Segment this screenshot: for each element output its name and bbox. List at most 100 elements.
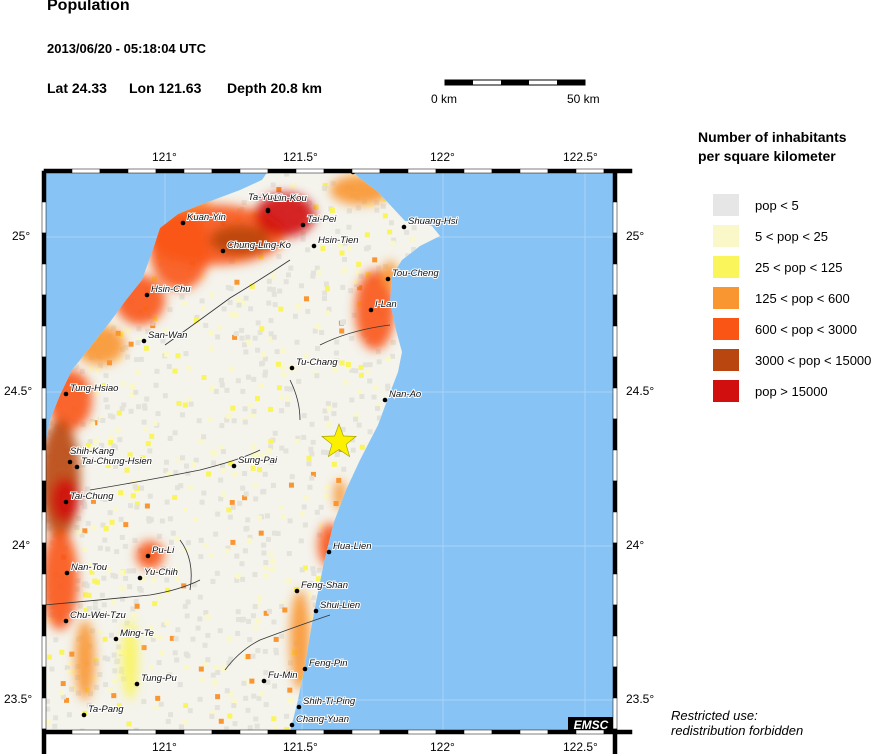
city-dot-icon — [74, 464, 80, 470]
lon-tick-top: 121.5° — [283, 150, 318, 164]
city-dot-icon — [385, 276, 391, 282]
lat-tick-left: 23.5° — [4, 692, 33, 706]
city-dot-icon — [382, 397, 388, 403]
lat-tick-right: 25° — [626, 229, 645, 243]
city-dot-icon — [401, 224, 407, 230]
city-dot-icon — [289, 365, 295, 371]
city-label: Hsin-Tien — [318, 235, 359, 246]
lon-tick-top: 121° — [152, 150, 177, 164]
lat-tick-left: 25° — [12, 229, 31, 243]
city-label: Lin-Kou — [274, 193, 307, 204]
city-marker: Ta-Pang — [81, 703, 125, 718]
city-dot-icon — [302, 666, 308, 672]
page-title: Population — [47, 0, 130, 14]
legend-item: 600 < pop < 3000 — [713, 318, 857, 340]
city-dot-icon — [300, 222, 306, 228]
city-label: I-Lan — [375, 299, 397, 310]
lon-tick-bottom: 122° — [430, 740, 455, 754]
city-marker: Tou-Cheng — [385, 267, 440, 282]
city-label: Chang-Yuan — [296, 714, 349, 725]
city-marker: Feng-Shan — [294, 579, 349, 594]
legend-item: 125 < pop < 600 — [713, 287, 850, 309]
legend-label: pop < 5 — [755, 197, 799, 213]
city-label: Tu-Chang — [296, 357, 338, 368]
density-cluster — [44, 530, 78, 630]
legend-label: 3000 < pop < 15000 — [755, 352, 872, 368]
legend-label: 25 < pop < 125 — [755, 259, 843, 275]
city-dot-icon — [134, 681, 140, 687]
city-label: Hsin-Chu — [151, 284, 191, 295]
city-label: Tai-Chung-Hsien — [81, 456, 152, 467]
lon-tick-top: 122° — [430, 150, 455, 164]
legend-label: 600 < pop < 3000 — [755, 321, 857, 337]
legend-swatch — [713, 256, 739, 278]
city-dot-icon — [265, 208, 271, 214]
city-marker: Hsin-Chu — [144, 283, 192, 298]
city-marker: Chung-Ling-Ko — [220, 239, 292, 254]
density-cluster — [75, 620, 95, 700]
city-marker: Shih-Ti-Ping — [296, 695, 357, 710]
legend-item: 25 < pop < 125 — [713, 256, 842, 278]
city-label: Fu-Min — [268, 670, 298, 681]
city-label: Hua-Lien — [333, 541, 372, 552]
city-dot-icon — [141, 338, 147, 344]
city-dot-icon — [289, 722, 295, 728]
density-cluster — [122, 620, 138, 700]
city-dot-icon — [220, 248, 226, 254]
city-marker: Tai-Pei — [300, 213, 338, 228]
scale-end-label: 50 km — [567, 92, 600, 106]
city-dot-icon — [63, 391, 69, 397]
city-marker: Shui-Lien — [313, 599, 361, 614]
city-marker: Feng-Pin — [302, 657, 349, 672]
city-dot-icon — [67, 459, 73, 465]
city-label: Tai-Pei — [307, 214, 337, 225]
city-dot-icon — [368, 307, 374, 313]
restricted-line2: redistribution forbidden — [671, 723, 804, 738]
city-dot-icon — [231, 463, 237, 469]
city-marker: Shuang-Hsi — [401, 215, 460, 230]
city-dot-icon — [137, 575, 143, 581]
city-label: Ta-Yuan — [248, 192, 283, 203]
city-marker: San-Wan — [141, 329, 188, 344]
city-label: Shui-Lien — [320, 600, 360, 611]
city-marker: Hsin-Tien — [311, 234, 360, 249]
county-boundaries — [44, 259, 391, 671]
city-dot-icon — [63, 499, 69, 505]
city-label: Shih-Kang — [70, 446, 115, 457]
lat-tick-right: 24.5° — [626, 384, 655, 398]
legend-item: pop > 15000 — [713, 380, 828, 402]
city-dot-icon — [313, 608, 319, 614]
city-marker: Nan-Tou — [64, 561, 109, 576]
legend-item: 5 < pop < 25 — [713, 225, 828, 247]
legend-swatch — [713, 287, 739, 309]
city-label: Tai-Chung — [70, 491, 114, 502]
city-label: Tou-Cheng — [392, 268, 439, 279]
city-label: Nan-Tou — [71, 562, 108, 573]
city-marker: Nan-Ao — [382, 388, 422, 403]
city-label: Nan-Ao — [389, 389, 421, 400]
legend-swatch — [713, 318, 739, 340]
city-label: Feng-Shan — [301, 580, 348, 591]
lat-tick-right: 23.5° — [626, 692, 655, 706]
city-marker: Ming-Te — [113, 627, 155, 642]
legend-title: Number of inhabitants per square kilomet… — [698, 128, 847, 166]
lat-tick-left: 24.5° — [4, 384, 33, 398]
city-marker: Pu-Li — [145, 544, 176, 559]
legend-title-line1: Number of inhabitants — [698, 129, 847, 145]
city-label: Kuan-Yin — [187, 212, 226, 223]
epicenter-star-icon — [321, 423, 357, 458]
scale-start-label: 0 km — [431, 92, 458, 106]
city-dot-icon — [261, 678, 267, 684]
legend-label: 5 < pop < 25 — [755, 228, 829, 244]
density-cluster — [255, 193, 315, 237]
legend-item: pop < 5 — [713, 194, 799, 216]
legend-swatch — [713, 349, 739, 371]
city-marker: I-Lan — [368, 298, 398, 313]
city-label: San-Wan — [148, 330, 187, 341]
restricted-line1: Restricted use: — [671, 708, 758, 723]
city-dot-icon — [63, 618, 69, 624]
city-marker: Shih-Kang — [67, 445, 116, 465]
legend-label: 125 < pop < 600 — [755, 290, 850, 306]
